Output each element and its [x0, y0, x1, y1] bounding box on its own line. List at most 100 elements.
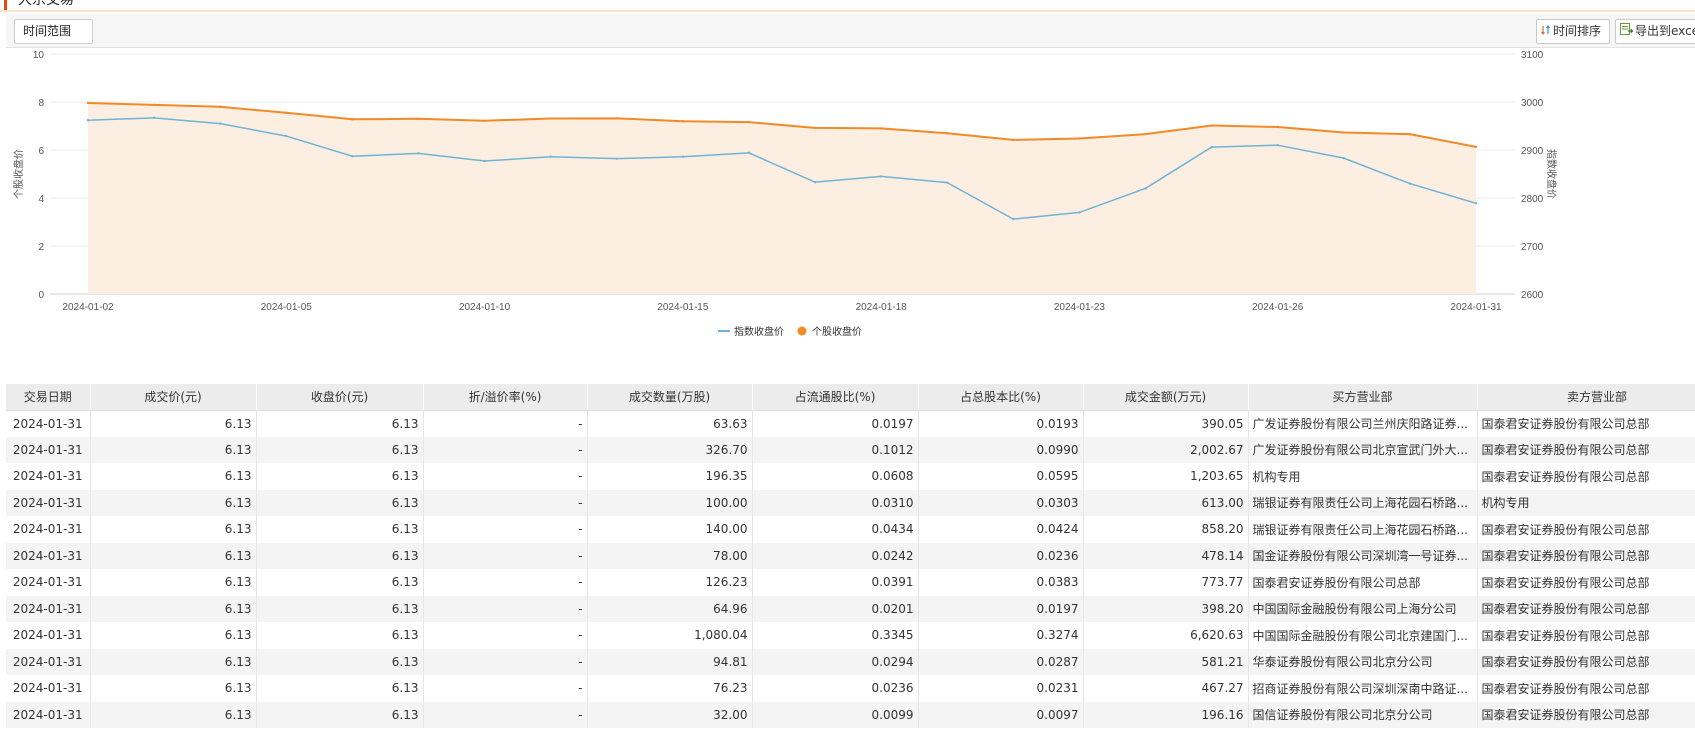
table-row[interactable]: 2024-01-31 6.13 6.13-32.00 0.0099 0.0097 196.…: [6, 701, 1695, 728]
y-right-tick-label: 2800: [1521, 194, 1544, 205]
seller-branch-cell: 国泰君安证券股份有限公司总部: [1477, 436, 1695, 463]
toolbar: 时间范围 时间排序 导出到excel: [6, 14, 1695, 48]
column-header[interactable]: 交易日期: [6, 384, 91, 411]
seller-branch-cell: 国泰君安证券股份有限公司总部: [1477, 701, 1695, 728]
legend-stock-swatch: [797, 326, 807, 336]
seller-branch-cell: 国泰君安证券股份有限公司总部: [1477, 542, 1695, 569]
sort-icon: [1541, 20, 1551, 43]
float-ratio-cell: 0.0294: [752, 648, 919, 675]
table-row[interactable]: 2024-01-31 6.13 6.13-63.63 0.0197 0.0193 390.…: [6, 410, 1695, 437]
trade-date-cell: 2024-01-31: [6, 595, 91, 622]
index-close-point: [351, 155, 354, 158]
table-row[interactable]: 2024-01-31 6.13 6.13-126.23 0.0391 0.0383 773…: [6, 569, 1695, 596]
table-row[interactable]: 2024-01-31 6.13 6.13-78.00 0.0242 0.0236 478.…: [6, 542, 1695, 569]
column-header[interactable]: 占流通股比(%): [752, 384, 919, 411]
y-left-tick-label: 2: [38, 242, 44, 253]
table-row[interactable]: 2024-01-31 6.13 6.13-94.81 0.0294 0.0287 581.…: [6, 648, 1695, 675]
trade-date-cell: 2024-01-31: [6, 410, 91, 437]
stock-close-point: [1474, 145, 1478, 149]
column-header[interactable]: 占总股本比(%): [918, 384, 1084, 411]
trade-price-cell: 6.13: [90, 410, 257, 437]
total-ratio-cell: 0.0097: [918, 701, 1084, 728]
float-ratio-cell: 0.0391: [752, 569, 919, 596]
legend-index-label: 指数收盘价: [734, 325, 784, 338]
float-ratio-cell: 0.0242: [752, 542, 919, 569]
table-row[interactable]: 2024-01-31 6.13 6.13-76.23 0.0236 0.0231 467.…: [6, 675, 1695, 702]
premium-rate-cell: -: [423, 516, 588, 543]
total-ratio-cell: 0.0303: [918, 489, 1084, 516]
stock-close-point: [285, 111, 288, 114]
column-header[interactable]: 成交数量(万股): [587, 384, 753, 411]
buyer-branch-cell: 瑞银证券有限责任公司上海花园石桥路...: [1248, 516, 1478, 543]
header-accent-bar: [4, 0, 7, 10]
column-header[interactable]: 折/溢价率(%): [423, 384, 588, 411]
index-close-point: [152, 116, 156, 120]
close-price-cell: 6.13: [256, 622, 424, 649]
stock-close-point: [152, 103, 156, 107]
column-header[interactable]: 卖方营业部: [1477, 384, 1695, 411]
trade-date-cell: 2024-01-31: [6, 463, 91, 490]
index-close-point: [483, 159, 486, 163]
column-header[interactable]: 收盘价(元): [256, 384, 424, 411]
x-tick-label: 2024-01-26: [1252, 302, 1304, 313]
table-row[interactable]: 2024-01-31 6.13 6.13-1,080.04 0.3345 0.3274 6…: [6, 622, 1695, 649]
total-ratio-cell: 0.0990: [918, 436, 1084, 463]
excel-icon: [1620, 20, 1634, 43]
index-close-point: [1078, 211, 1081, 214]
column-header[interactable]: 成交价(元): [90, 384, 257, 411]
trade-date-cell: 2024-01-31: [6, 489, 91, 516]
seller-branch-cell: 国泰君安证券股份有限公司总部: [1477, 516, 1695, 543]
column-header[interactable]: 买方营业部: [1248, 384, 1478, 411]
trade-date-cell: 2024-01-31: [6, 622, 91, 649]
volume-cell: 63.63: [587, 410, 753, 437]
export-excel-button[interactable]: 导出到excel: [1615, 19, 1695, 44]
stock-close-point: [1012, 138, 1015, 142]
buyer-branch-cell: 广发证券股份有限公司兰州庆阳路证券...: [1248, 410, 1478, 437]
total-ratio-cell: 0.0231: [918, 675, 1084, 702]
stock-close-point: [549, 117, 552, 120]
section-header: 大宗交易: [0, 0, 1695, 12]
stock-close-point: [218, 105, 222, 108]
table-row[interactable]: 2024-01-31 6.13 6.13-140.00 0.0434 0.0424 858…: [6, 516, 1695, 543]
amount-cell: 478.14: [1083, 542, 1249, 569]
table-row[interactable]: 2024-01-31 6.13 6.13-326.70 0.1012 0.0990 2,0…: [6, 436, 1695, 463]
total-ratio-cell: 0.0236: [918, 542, 1084, 569]
amount-cell: 2,002.67: [1083, 436, 1249, 463]
total-ratio-cell: 0.0193: [918, 410, 1084, 437]
amount-cell: 467.27: [1083, 675, 1249, 702]
x-tick-label: 2024-01-31: [1450, 302, 1502, 313]
trade-date-cell: 2024-01-31: [6, 436, 91, 463]
premium-rate-cell: -: [423, 489, 588, 516]
trade-price-cell: 6.13: [90, 489, 257, 516]
buyer-branch-cell: 国信证券股份有限公司北京分公司: [1248, 701, 1478, 728]
index-close-point: [747, 151, 751, 155]
table-row[interactable]: 2024-01-31 6.13 6.13-100.00 0.0310 0.0303 613…: [6, 489, 1695, 516]
trade-price-cell: 6.13: [90, 569, 257, 596]
y-left-tick-label: 4: [38, 194, 44, 205]
y-left-tick-label: 10: [33, 50, 45, 61]
amount-cell: 6,620.63: [1083, 622, 1249, 649]
table-row[interactable]: 2024-01-31 6.13 6.13-64.96 0.0201 0.0197 398.…: [6, 595, 1695, 622]
time-sort-button[interactable]: 时间排序: [1536, 19, 1610, 44]
index-close-line: [87, 117, 1477, 220]
trade-date-cell: 2024-01-31: [6, 701, 91, 728]
trade-price-cell: 6.13: [90, 463, 257, 490]
index-close-point: [813, 180, 817, 184]
x-tick-label: 2024-01-23: [1054, 302, 1106, 313]
buyer-branch-cell: 招商证券股份有限公司深圳深南中路证...: [1248, 675, 1478, 702]
volume-cell: 100.00: [587, 489, 753, 516]
stock-close-line: [87, 101, 1477, 148]
time-range-button[interactable]: 时间范围: [14, 19, 93, 44]
table-row[interactable]: 2024-01-31 6.13 6.13-196.35 0.0608 0.0595 1,2…: [6, 463, 1695, 490]
column-header[interactable]: 成交金额(万元): [1083, 384, 1249, 411]
buyer-branch-cell: 机构专用: [1248, 463, 1478, 490]
y-right-tick-label: 2900: [1521, 146, 1544, 157]
stock-close-point: [747, 120, 751, 124]
y-right-tick-label: 2600: [1521, 290, 1544, 301]
table-header-row: 交易日期 成交价(元) 收盘价(元) 折/溢价率(%) 成交数量(万股) 占流通…: [6, 384, 1695, 411]
index-close-point: [1408, 182, 1412, 185]
y-right-tick-label: 3000: [1521, 98, 1544, 109]
buyer-branch-cell: 中国国际金融股份有限公司上海分公司: [1248, 595, 1478, 622]
volume-cell: 196.35: [587, 463, 753, 490]
